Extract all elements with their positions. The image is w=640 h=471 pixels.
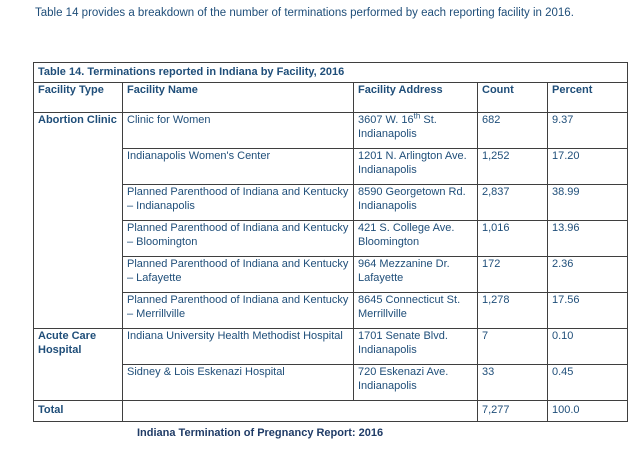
- total-percent-cell: 100.0: [546, 400, 629, 422]
- facility-address-cell: 964 Mezzanine Dr. Lafayette: [353, 256, 478, 293]
- table-title: Table 14. Terminations reported in India…: [32, 62, 629, 83]
- facility-name-cell: Planned Parenthood of Indiana and Kentuc…: [122, 220, 354, 257]
- count-cell: 2,837: [477, 184, 548, 221]
- facility-address-cell: 1201 N. Arlington Ave. Indianapolis: [353, 148, 478, 185]
- header-facility-type: Facility Type: [33, 82, 123, 113]
- header-count: Count: [477, 82, 548, 113]
- table-row: Planned Parenthood of Indiana and Kentuc…: [34, 292, 629, 329]
- table-row: Sidney & Lois Eskenazi Hospital 720 Eske…: [34, 364, 629, 401]
- count-cell: 1,252: [477, 148, 548, 185]
- facility-name-cell: Planned Parenthood of Indiana and Kentuc…: [122, 256, 354, 293]
- header-percent: Percent: [546, 82, 629, 113]
- terminations-table: Table 14. Terminations reported in India…: [32, 62, 629, 422]
- table-row: Acute Care Hospital Indiana University H…: [33, 328, 629, 401]
- facility-name-cell: Indianapolis Women's Center: [122, 148, 354, 185]
- count-cell: 682: [477, 112, 548, 149]
- count-cell: 33: [477, 364, 548, 401]
- count-cell: 172: [477, 256, 548, 293]
- percent-cell: 17.56: [546, 292, 629, 329]
- percent-cell: 0.10: [546, 328, 629, 365]
- facility-address-cell: 1701 Senate Blvd. Indianapolis: [353, 328, 478, 365]
- table-row: Abortion Clinic Clinic for Women 3607 W.…: [33, 112, 629, 329]
- table-row: Planned Parenthood of Indiana and Kentuc…: [34, 220, 629, 257]
- facility-address-cell: 3607 W. 16th St. Indianapolis: [353, 112, 478, 149]
- table-row: Planned Parenthood of Indiana and Kentuc…: [34, 256, 629, 293]
- percent-cell: 2.36: [546, 256, 629, 293]
- percent-cell: 17.20: [546, 148, 629, 185]
- count-cell: 1,278: [477, 292, 548, 329]
- facility-address-cell: 8645 Connecticut St. Merrillville: [353, 292, 478, 329]
- facility-name-cell: Sidney & Lois Eskenazi Hospital: [122, 364, 354, 401]
- percent-cell: 13.96: [546, 220, 629, 257]
- facility-name-cell: Planned Parenthood of Indiana and Kentuc…: [122, 292, 354, 329]
- percent-cell: 9.37: [546, 112, 629, 149]
- header-facility-name: Facility Name: [122, 82, 354, 113]
- facility-name-cell: Planned Parenthood of Indiana and Kentuc…: [122, 184, 354, 221]
- ordinal-superscript: th: [413, 112, 421, 121]
- percent-cell: 38.99: [546, 184, 629, 221]
- facility-type-acute-care-hospital: Acute Care Hospital: [33, 328, 123, 401]
- header-facility-address: Facility Address: [353, 82, 478, 113]
- total-count-cell: 7,277: [477, 400, 548, 422]
- facility-name-cell: Clinic for Women: [122, 112, 354, 149]
- percent-cell: 0.45: [546, 364, 629, 401]
- intro-paragraph: Table 14 provides a breakdown of the num…: [35, 7, 574, 19]
- table-header-row: Facility Type Facility Name Facility Add…: [33, 82, 629, 113]
- total-label: Total: [33, 400, 123, 422]
- table-total-row: Total 7,277 100.0: [33, 400, 629, 422]
- table-title-row: Table 14. Terminations reported in India…: [32, 62, 629, 83]
- facility-address-cell: 421 S. College Ave. Bloomington: [353, 220, 478, 257]
- table-row: Indianapolis Women's Center 1201 N. Arli…: [34, 148, 629, 185]
- table-row: Planned Parenthood of Indiana and Kentuc…: [34, 184, 629, 221]
- count-cell: 1,016: [477, 220, 548, 257]
- facility-address-cell: 720 Eskenazi Ave. Indianapolis: [353, 364, 478, 401]
- facility-type-abortion-clinic: Abortion Clinic: [33, 112, 123, 329]
- facility-name-cell: Indiana University Health Methodist Hosp…: [122, 328, 354, 365]
- count-cell: 7: [477, 328, 548, 365]
- total-empty-cell: [122, 400, 478, 422]
- facility-address-cell: 8590 Georgetown Rd. Indianapolis: [353, 184, 478, 221]
- report-footer-caption: Indiana Termination of Pregnancy Report:…: [137, 427, 384, 439]
